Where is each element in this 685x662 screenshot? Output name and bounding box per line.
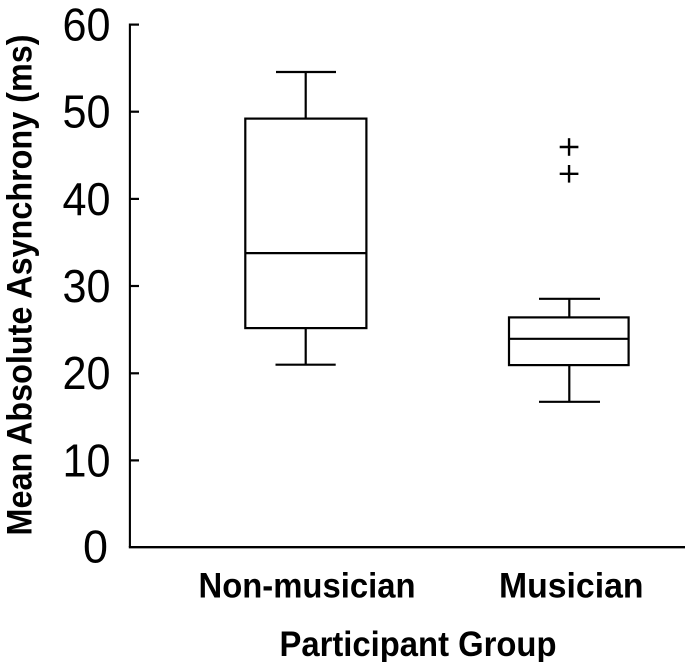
svg-text:10: 10 (63, 434, 111, 486)
svg-text:30: 30 (63, 260, 111, 312)
svg-text:Musician: Musician (499, 567, 644, 606)
svg-text:20: 20 (63, 347, 111, 399)
svg-text:Mean Absolute Asynchrony (ms): Mean Absolute Asynchrony (ms) (1, 35, 40, 536)
svg-text:50: 50 (63, 86, 111, 138)
svg-text:Non-musician: Non-musician (199, 567, 416, 606)
svg-text:0: 0 (83, 521, 108, 573)
svg-text:60: 60 (63, 0, 111, 51)
svg-text:Participant Group: Participant Group (280, 625, 557, 662)
svg-text:40: 40 (63, 173, 111, 225)
